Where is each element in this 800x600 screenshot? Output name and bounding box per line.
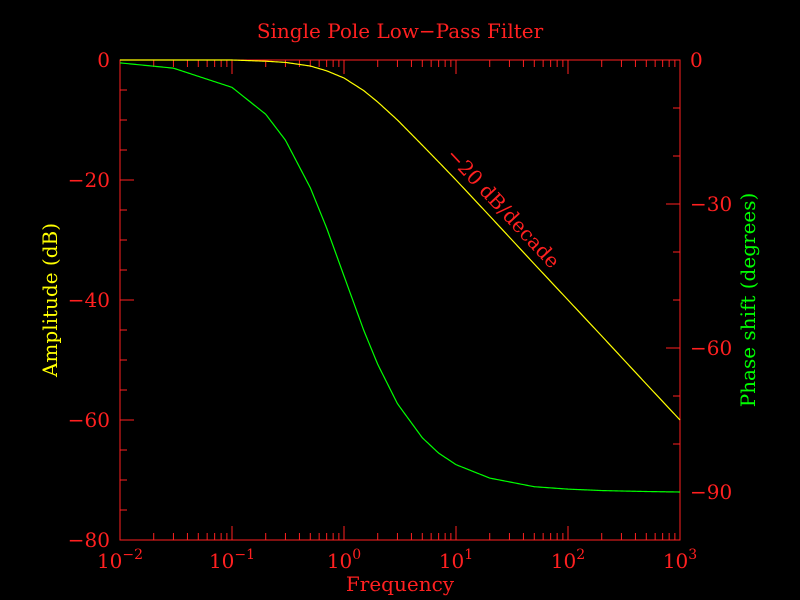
right-y-axis-label: Phase shift (degrees)	[736, 193, 760, 408]
phase-series-line	[119, 62, 681, 493]
x-tick-label: 103	[663, 547, 697, 573]
amplitude-series-line	[120, 59, 681, 421]
plot-frame	[119, 59, 681, 541]
x-tick-label: 102	[551, 547, 585, 573]
right-tick-label: 0	[690, 48, 703, 72]
slope-annotation: −20 dB/decade	[441, 143, 564, 273]
x-tick-label: 10−2	[97, 547, 143, 573]
left-tick-label: −40	[68, 288, 110, 312]
left-tick-label: −80	[68, 528, 110, 552]
chart-title: Single Pole Low−Pass Filter	[257, 19, 544, 43]
right-tick-label: −30	[690, 192, 732, 216]
left-tick-label: −20	[68, 168, 110, 192]
left-tick-label: −60	[68, 408, 110, 432]
left-y-axis-ticks: 0 −20 −40 −60 −80	[68, 48, 134, 552]
x-axis-label: Frequency	[346, 572, 455, 596]
plot-area: 10−2 10−1 100 101 102 103 0 −20 −40 −60 −80 0 −30 −…	[68, 48, 732, 573]
x-tick-label: 100	[327, 547, 361, 573]
left-tick-label: 0	[97, 48, 110, 72]
x-axis-ticks: 10−2 10−1 100 101 102 103	[97, 60, 697, 573]
left-y-axis-label: Amplitude (dB)	[38, 223, 62, 378]
right-y-axis-ticks: 0 −30 −60 −90	[666, 48, 732, 541]
x-tick-label: 101	[439, 547, 473, 573]
x-tick-label: 10−1	[209, 547, 255, 573]
right-tick-label: −90	[690, 480, 732, 504]
right-tick-label: −60	[690, 336, 732, 360]
